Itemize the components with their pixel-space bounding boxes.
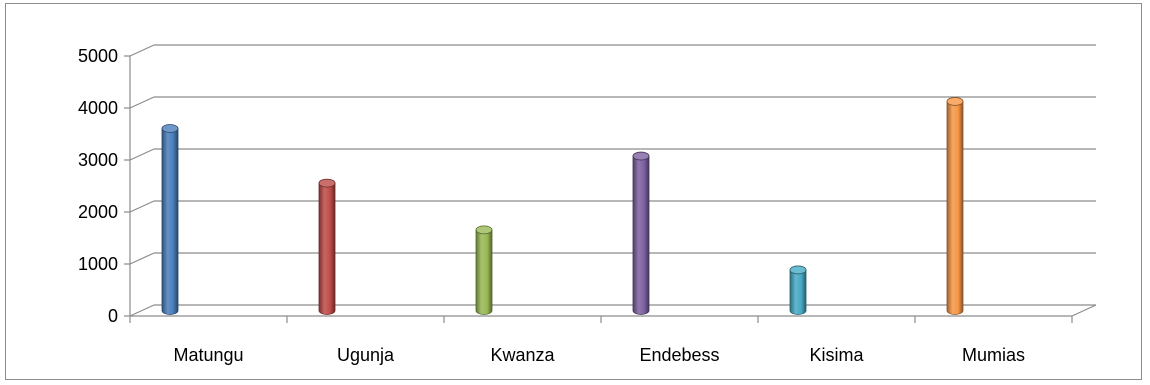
- gridline: [129, 252, 1096, 265]
- gridline: [129, 200, 1096, 213]
- bars: [161, 97, 964, 315]
- bar: [789, 265, 807, 315]
- bar: [946, 97, 964, 315]
- bar: [161, 124, 179, 315]
- x-tick-label: Kwanza: [490, 345, 555, 365]
- y-tick-label: 4000: [78, 98, 118, 118]
- bar: [318, 178, 336, 315]
- x-tick-label: Kisima: [809, 345, 864, 365]
- bar: [475, 225, 493, 315]
- x-tick-label: Matungu: [173, 345, 243, 365]
- y-tick-label: 2000: [78, 202, 118, 222]
- y-tick-labels: 0 1000 2000 3000 4000 5000: [78, 46, 118, 326]
- gridline: [129, 96, 1096, 109]
- bar: [632, 151, 650, 315]
- gridline: [129, 148, 1096, 161]
- x-tick-labels: Matungu Ugunja Kwanza Endebess Kisima Mumias: [173, 345, 1025, 365]
- x-tick-label: Mumias: [962, 345, 1025, 365]
- gridlines: [129, 44, 1096, 317]
- y-tick-label: 5000: [78, 46, 118, 66]
- gridline: [129, 304, 1096, 317]
- gridline: [129, 44, 1096, 57]
- y-tick-label: 1000: [78, 254, 118, 274]
- y-tick-label: 3000: [78, 150, 118, 170]
- y-tick-label: 0: [108, 306, 118, 326]
- x-tick-label: Ugunja: [337, 345, 395, 365]
- x-tick-label: Endebess: [639, 345, 719, 365]
- axes: [124, 55, 1097, 323]
